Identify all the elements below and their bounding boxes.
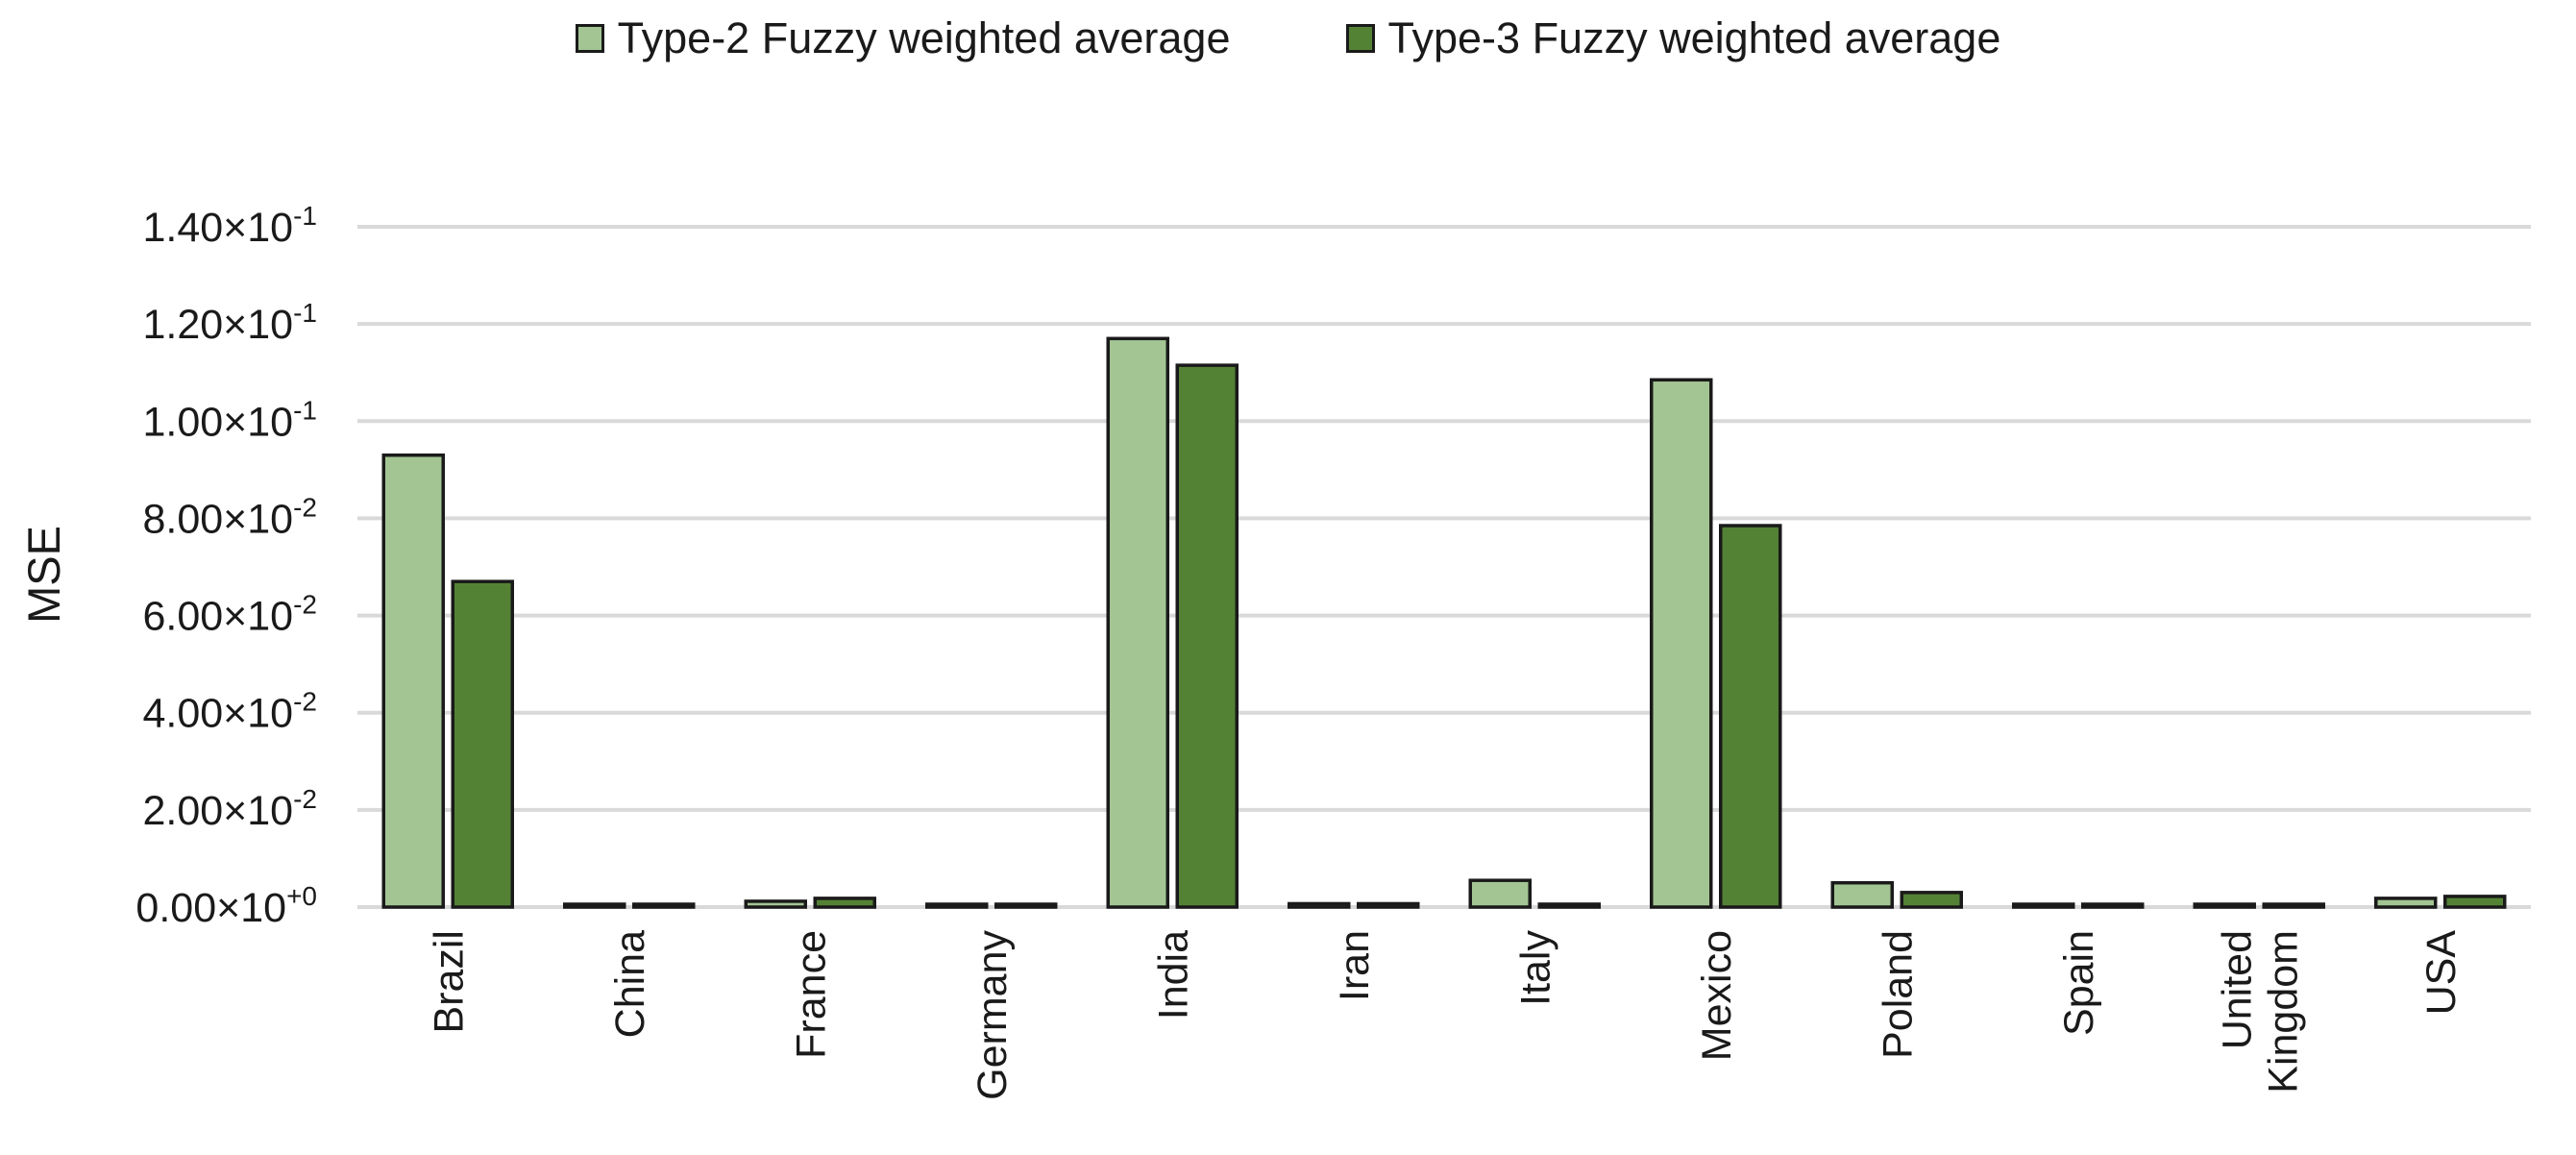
y-tick-label: 2.00×10-2 [142,784,317,834]
bar-series2-3 [925,902,989,909]
y-axis-label: MSE [18,526,69,624]
x-tick-label: USA [2418,930,2465,1016]
x-tick-label: China [607,930,653,1038]
bar-series3-6 [1537,902,1601,909]
bar-series2-5 [1288,901,1351,909]
y-tick-labels: 0.00×10+0 2.00×10-2 4.00×10-2 6.00×10-2 8.00… [135,201,317,931]
legend-swatch-type3 [1345,24,1375,53]
y-tick-label: 1.00×10-1 [142,395,317,445]
x-tick-label: Brazil [426,930,472,1034]
bar-series2-6 [1468,878,1532,909]
x-tick-label: Iran [1332,930,1378,1001]
y-tick-label: 1.40×10-1 [142,201,317,251]
x-tick-label: Poland [1875,930,1921,1059]
bar-series2-7 [1650,378,1713,909]
bar-series2-1 [563,902,626,909]
gridlines [357,225,2531,909]
x-tick-label: Spain [2056,930,2102,1036]
x-tick-label: Germany [969,930,1016,1100]
legend-item-type2: Type-2 Fuzzy weighted average [575,13,1231,63]
bar-series2-8 [1830,880,1894,909]
bar-series3-9 [2081,902,2145,909]
x-tick-label: United [2214,930,2260,1049]
bar-series2-11 [2374,897,2438,909]
x-tick-label: Kingdom [2260,930,2306,1094]
bar-series2-9 [2012,902,2075,909]
x-tick-label: France [788,930,834,1059]
bar-series3-11 [2443,895,2507,909]
bar-series3-10 [2262,902,2325,909]
x-tick-label: Italy [1512,930,1558,1006]
bar-series3-3 [994,902,1058,909]
x-tick-labels: Brazil China France Germany India Iran Italy Me… [426,930,2465,1100]
legend-item-type3: Type-3 Fuzzy weighted average [1345,13,2001,63]
bar-series2-10 [2193,902,2256,909]
bar-series3-1 [632,902,696,909]
x-tick-label: India [1150,930,1196,1020]
legend-label-type2: Type-2 Fuzzy weighted average [617,13,1231,62]
x-tick-label: Mexico [1694,930,1740,1061]
y-tick-label: 8.00×10-2 [142,492,317,542]
bar-series3-7 [1719,524,1782,909]
bar-series2-2 [744,899,807,909]
legend-swatch-type2 [575,24,604,53]
bar-series3-0 [451,579,514,909]
bar-series3-5 [1357,901,1420,909]
y-tick-label: 0.00×10+0 [135,881,317,931]
bar-series3-8 [1900,891,1963,909]
legend: Type-2 Fuzzy weighted average Type-3 Fuz… [0,13,2576,63]
bar-series2-0 [381,453,445,909]
y-tick-label: 1.20×10-1 [142,298,317,348]
y-tick-label: 6.00×10-2 [142,590,317,640]
bars [381,336,2507,909]
bar-series3-2 [813,897,876,909]
bar-series3-4 [1175,363,1239,909]
legend-label-type3: Type-3 Fuzzy weighted average [1387,13,2001,62]
bar-series2-4 [1106,336,1169,909]
y-tick-label: 4.00×10-2 [142,687,317,737]
